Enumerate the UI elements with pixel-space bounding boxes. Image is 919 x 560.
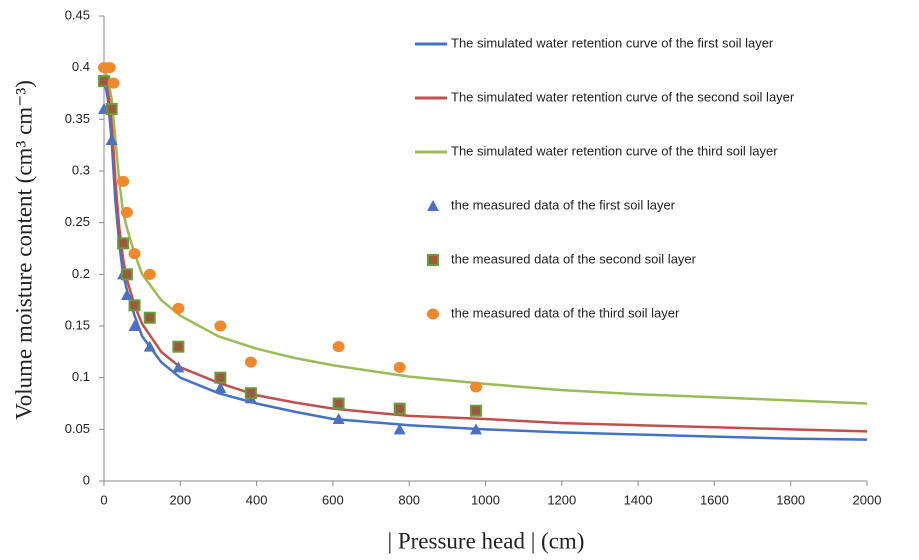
marker-triangle	[214, 382, 227, 393]
marker-circle	[103, 62, 116, 74]
x-tick-label: 1800	[776, 492, 805, 507]
x-tick-label: 1200	[547, 492, 576, 507]
marker-circle	[107, 77, 120, 89]
marker-square	[427, 254, 439, 266]
x-tick-label: 1600	[700, 492, 729, 507]
legend-label: the measured data of the third soil laye…	[451, 305, 680, 320]
x-tick-label: 2000	[853, 492, 882, 507]
x-tick-label: 800	[398, 492, 420, 507]
curve	[102, 67, 868, 405]
marker-square	[469, 404, 482, 417]
marker-square	[244, 387, 257, 400]
x-axis-label: | Pressure head | (cm)	[388, 528, 585, 553]
marker-circle	[143, 268, 156, 280]
marker-square	[128, 299, 141, 312]
marker-square	[214, 371, 227, 384]
marker-square	[117, 237, 130, 250]
legend-label: the measured data of the second soil lay…	[451, 251, 697, 266]
marker-circle	[469, 381, 482, 393]
y-tick-label: 0.25	[65, 214, 90, 229]
y-tick-label: 0.3	[72, 162, 90, 177]
marker-triangle	[143, 340, 156, 352]
y-axis-label: Volume moisture content (cm³ cm⁻³)	[11, 80, 36, 420]
marker-circle	[120, 206, 133, 218]
y-tick-label: 0.45	[65, 7, 90, 22]
marker-triangle	[393, 423, 406, 435]
marker-circle	[128, 248, 141, 260]
y-tick-label: 0.2	[72, 266, 90, 281]
marker-triangle	[172, 361, 185, 373]
marker-square	[172, 340, 185, 353]
x-tick-label: 600	[322, 492, 344, 507]
marker-square	[120, 268, 133, 281]
y-tick-label: 0.15	[65, 317, 90, 332]
legend-label: The simulated water retention curve of t…	[451, 143, 778, 158]
marker-square	[393, 402, 406, 415]
x-tick-label: 1000	[471, 492, 500, 507]
curve	[102, 77, 868, 433]
x-tick-label: 1400	[624, 492, 653, 507]
marker-square	[105, 103, 118, 115]
y-tick-label: 0.1	[72, 369, 90, 384]
y-tick-label: 0.05	[65, 421, 90, 436]
y-tick-label: 0.4	[72, 59, 90, 74]
marker-triangle	[469, 423, 482, 435]
marker-triangle	[332, 413, 345, 424]
marker-circle	[332, 341, 345, 353]
marker-triangle	[120, 289, 133, 300]
marker-circle	[172, 302, 185, 314]
legend-label: the measured data of the first soil laye…	[451, 197, 676, 212]
marker-circle	[117, 175, 130, 187]
legend-label: The simulated water retention curve of t…	[451, 89, 795, 104]
marker-circle	[427, 308, 439, 320]
marker-circle	[244, 356, 257, 368]
marker-circle	[393, 361, 406, 373]
marker-square	[98, 75, 110, 88]
marker-circle	[214, 320, 227, 332]
y-tick-label: 0.35	[65, 111, 90, 126]
marker-triangle	[128, 320, 141, 331]
x-tick-label: 0	[100, 492, 107, 507]
marker-triangle	[427, 200, 439, 211]
y-tick-label: 0	[83, 472, 90, 487]
x-tick-label: 200	[169, 492, 191, 507]
legend-label: The simulated water retention curve of t…	[451, 35, 774, 50]
marker-square	[332, 397, 345, 410]
marker-triangle	[105, 134, 118, 145]
curve	[102, 77, 868, 441]
x-tick-label: 400	[246, 492, 268, 507]
marker-square	[143, 311, 156, 324]
